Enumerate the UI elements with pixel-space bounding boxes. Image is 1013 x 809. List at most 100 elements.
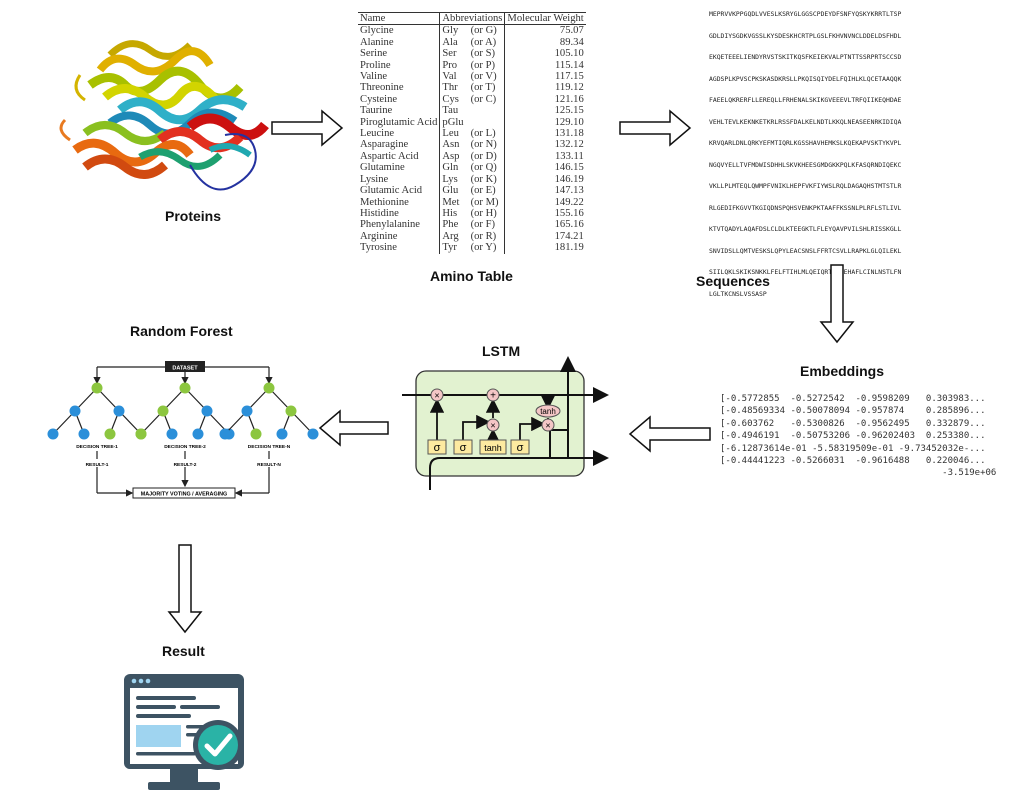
tree-node [192,428,204,440]
amino-name: Arginine [358,230,441,243]
amino-weight: 125.15 [554,105,584,117]
amino-name: Piroglutamic Acid [358,116,441,129]
tree-node [241,405,253,417]
protein-structure-image [59,40,269,191]
sequence-line: EKQETEEELIENDYRVSTSKITKQSFKEIEKVALPTNTTS… [709,53,902,61]
amino-letter: (or A) [468,36,506,49]
amino-row: Histidine His (or H) 155.16 [358,207,586,220]
tree-text: DECISION TREE-2 [164,444,206,450]
amino-weight: 174.21 [554,230,584,242]
forget-multiply-op [430,388,444,402]
tanh-op-label: tanh [540,407,556,416]
amino-letter: (or H) [468,207,506,220]
embedding-vectors: [-0.5772855 -0.5272542 -0.9598209 0.3039… [720,393,996,480]
amino-abbrev: Ser [442,48,457,60]
amino-abbrev: Thr [442,82,458,94]
tree-node [307,428,319,440]
amino-letter: (or E) [468,185,506,197]
embedding-row: -3.519e+06 [720,468,997,479]
embeddings-label: Embeddings [800,363,885,379]
amino-weight: 105.10 [554,48,584,60]
amino-row: Serine Ser (or S) 105.10 [358,48,586,60]
amino-letter: (or F) [468,219,506,231]
tree-node [113,405,125,417]
amino-header-name: Name [358,11,441,26]
amino-weight: 146.19 [554,173,584,185]
amino-row: Lysine Lys (or K) 146.19 [358,173,586,186]
amino-letter [468,105,506,117]
amino-abbrev: Gly [442,25,459,37]
amino-weight: 146.15 [554,162,584,174]
tree-text: DECISION TREE-N [248,444,291,450]
amino-acid-table: Name Abbreviations Molecular Weight Glyc… [358,11,586,254]
sequences-label: Sequences [696,273,770,289]
amino-letter: (or D) [468,150,506,163]
sequence-line: MEPRVVKPPGQDLVVESLKSRYGLGGSCPDEYDFSNFYQS… [709,10,902,18]
amino-row: Piroglutamic Acid pGlu 129.10 [358,116,586,129]
amino-name: Taurine [358,105,441,117]
amino-abbrev: Asp [442,150,460,162]
amino-weight: 121.16 [554,93,584,105]
amino-letter: (or N) [468,139,506,151]
cell-add-op [486,388,500,402]
amino-weight: 149.22 [554,196,584,208]
lstm-cell-diagram: σ σ tanh σ × + × × tanh [402,356,609,490]
tree-node [78,428,90,440]
amino-weight: 119.12 [555,82,584,94]
embedding-row: [-0.4946191 -0.50753206 -0.96202403 0.25… [720,431,986,442]
amino-letter: (or V) [468,71,506,83]
amino-letter: (or Y) [468,242,506,254]
sequence-line: SIILQKLSKIKSNKKLFELFTIHLMLQEIQRTTNPEHAFL… [709,268,902,276]
amino-row: Phenylalanine Phe (or F) 165.16 [358,219,586,231]
amino-name: Cysteine [358,93,441,106]
input-multiply-label: × [490,421,495,431]
arrow-embeddings-to-lstm [628,415,711,453]
amino-row: Proline Pro (or P) 115.14 [358,59,586,72]
amino-abbrev: Met [442,196,460,208]
tree-node [219,428,231,440]
input-gate [453,439,473,455]
tree-node [135,428,147,440]
tree-node [166,428,178,440]
amino-name: Aspartic Acid [358,150,441,163]
amino-name: Leucine [358,128,441,140]
amino-abbrev: Val [442,71,457,83]
tree-node [263,382,275,394]
tree-text: DECISION TREE-1 [76,444,118,450]
tree-node [157,405,169,417]
amino-weight: 89.34 [559,36,584,48]
sequence-line: LGLTKCNSLVSSASP [709,289,767,298]
candidate-gate-label: tanh [484,443,502,453]
amino-weight: 131.18 [554,128,584,140]
dataset-label: DATASET [172,366,198,372]
amino-letter: (or T) [468,82,506,94]
amino-letter: (or L) [468,128,506,140]
amino-header-abbrev: Abbreviations [439,11,506,26]
amino-letter: (or R) [468,230,506,243]
output-gate-label: σ [517,442,524,454]
amino-name: Methionine [358,196,441,208]
tree-node [201,405,213,417]
sequence-line: SNVIDSLLQMTVESKSLQPYLEACSNSLFFRTCSVLLRAP… [709,246,902,255]
random-forest-diagram: DATASET DECISION TREE-1 RESULT-1 DECISION … [47,361,319,499]
tree-node [285,405,297,417]
embedding-row: [-0.44441223 -0.5266031 -0.9616488 0.220… [720,456,986,467]
amino-weight: 133.11 [555,150,584,162]
arrow-sequences-to-embeddings [819,264,855,344]
sequence-line: NGQVYELLTVFMDWISDHHLSKVKHEESGMDGKKPQLKFA… [709,160,902,169]
arrow-proteins-to-table [271,109,344,147]
arrow-lstm-to-forest [318,409,389,447]
amino-row: Alanine Ala (or A) 89.34 [358,36,586,49]
amino-weight: 181.19 [554,242,584,254]
amino-abbrev: Gln [442,162,459,174]
amino-abbrev: Pro [442,59,458,71]
amino-letter: (or P) [468,59,506,72]
sequence-line: AGDSPLKPVSCPKSKASDKRSLLPKQISQIYDELFQIHLK… [709,74,902,83]
amino-abbrev: Tyr [442,242,457,254]
embedding-row: [-0.5772855 -0.5272542 -0.9598209 0.3039… [720,394,986,404]
result-label: Result [162,643,205,659]
amino-row: Taurine Tau 125.15 [358,105,586,117]
tree-node [47,428,59,440]
dataset-box [165,361,205,372]
amino-abbrev: Glu [442,185,459,197]
